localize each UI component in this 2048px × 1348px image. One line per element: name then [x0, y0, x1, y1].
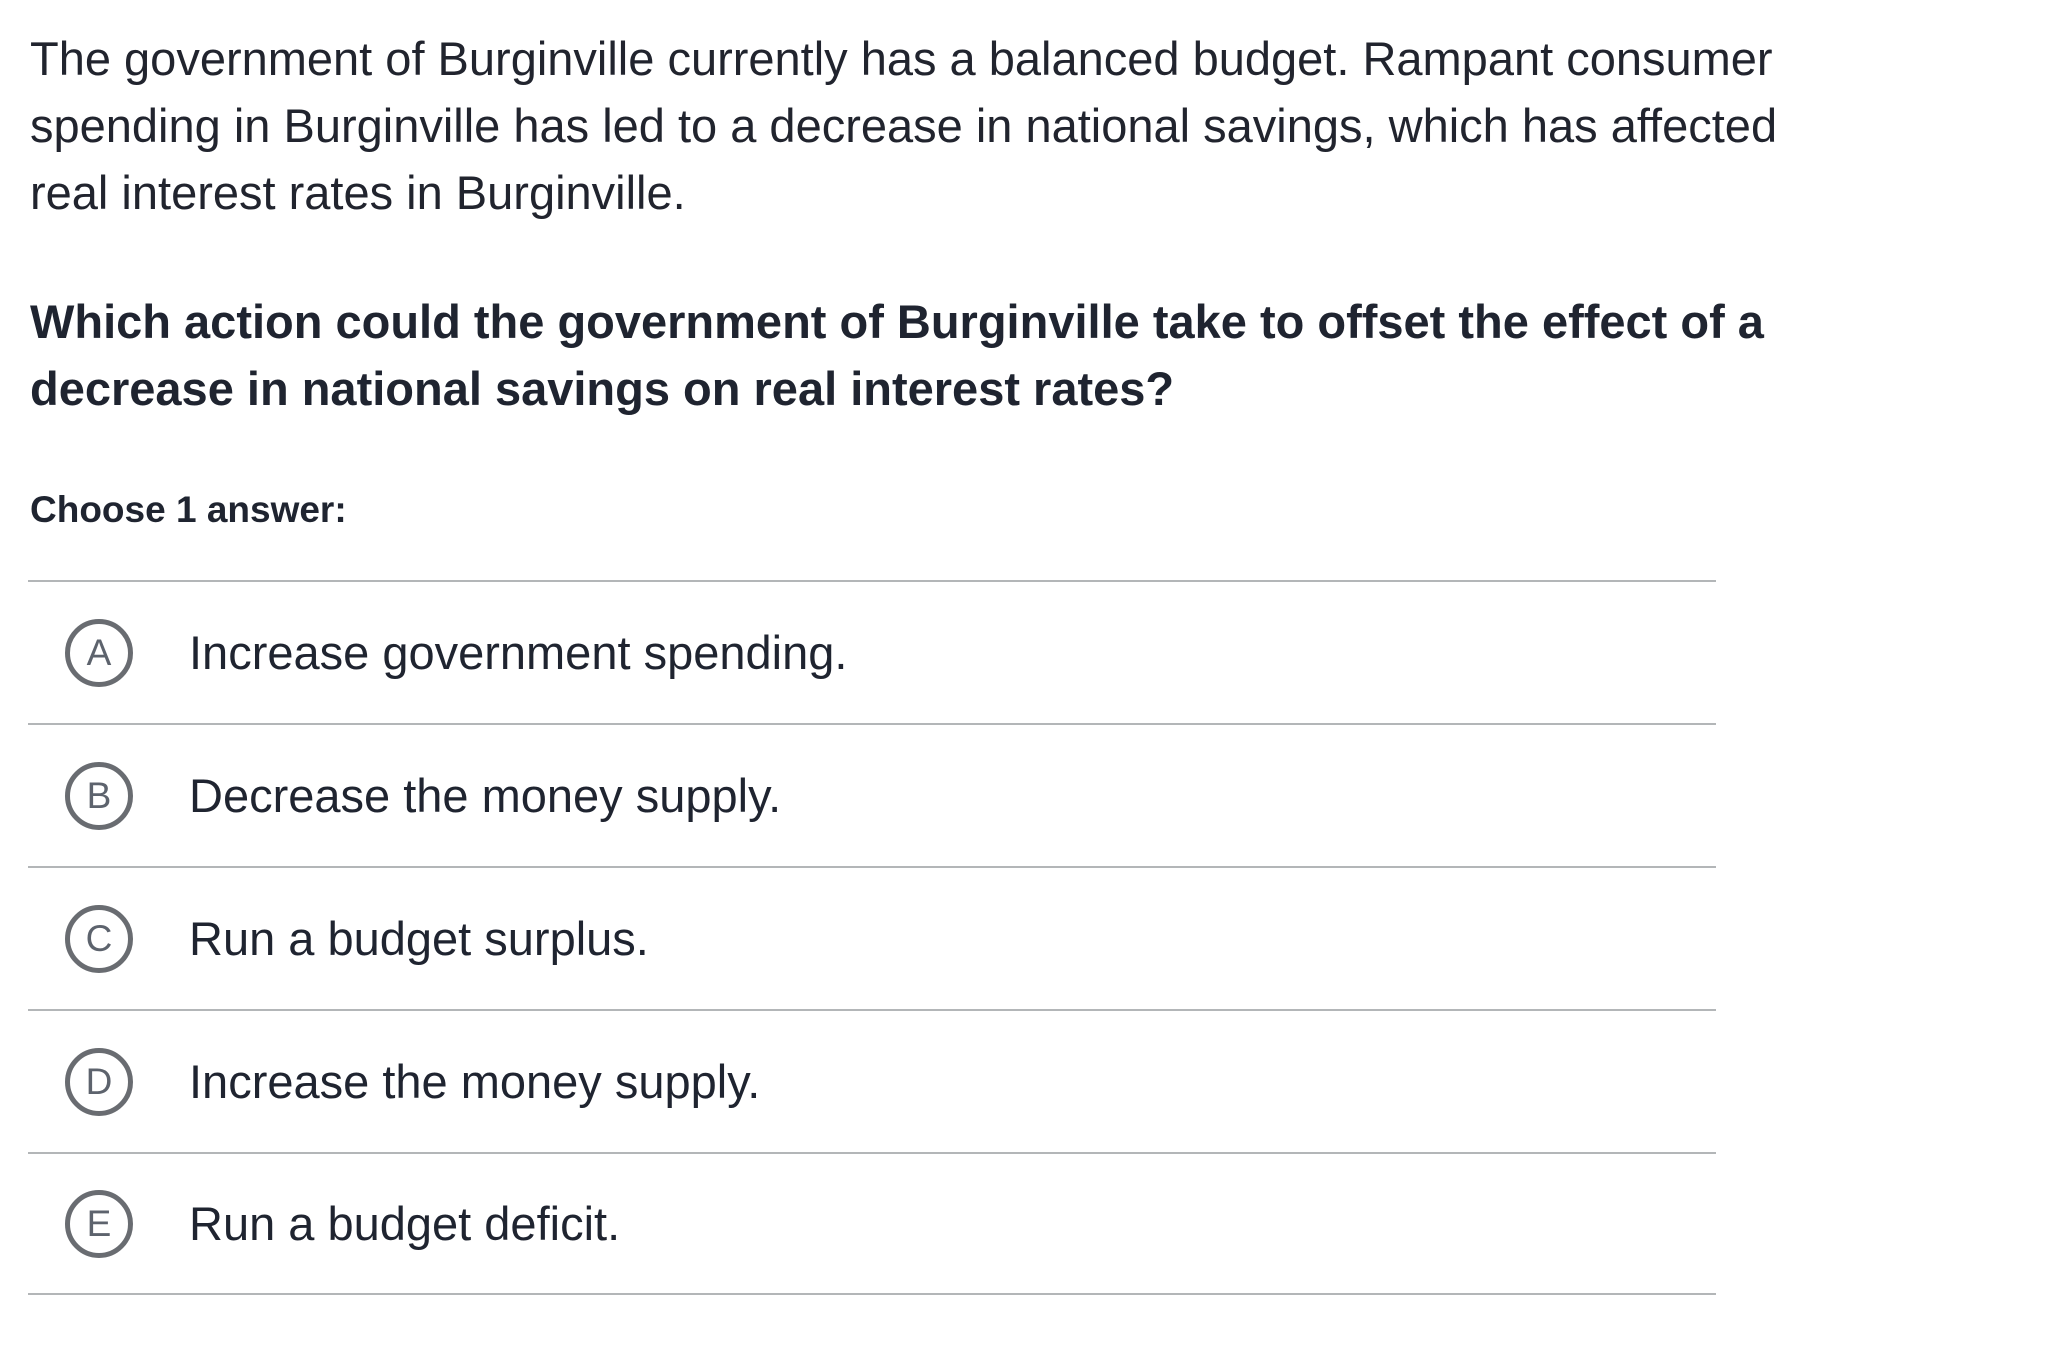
question-panel: The government of Burginville currently …: [28, 0, 1828, 1295]
choose-answer-label: Choose 1 answer:: [30, 489, 347, 530]
radio-letter-c: C: [85, 918, 113, 959]
answer-label-d: Increase the money supply.: [189, 1055, 761, 1108]
radio-button-e[interactable]: E: [65, 1189, 133, 1258]
answer-option-e[interactable]: E Run a budget deficit.: [28, 1152, 1716, 1295]
answer-label-c: Run a budget surplus.: [189, 912, 649, 965]
answer-option-a[interactable]: A Increase government spending.: [28, 580, 1716, 723]
radio-letter-b: B: [86, 775, 112, 816]
radio-button-d[interactable]: D: [65, 1047, 133, 1116]
answer-option-c[interactable]: C Run a budget surplus.: [28, 866, 1716, 1009]
question-prompt: Which action could the government of Bur…: [30, 295, 1764, 415]
question-context: The government of Burginville currently …: [30, 32, 1778, 219]
radio-button-a[interactable]: A: [65, 618, 133, 687]
radio-letter-a: A: [86, 632, 112, 673]
answer-option-b[interactable]: B Decrease the money supply.: [28, 723, 1716, 866]
radio-button-c[interactable]: C: [65, 904, 133, 973]
radio-letter-d: D: [85, 1061, 113, 1102]
answer-label-b: Decrease the money supply.: [189, 769, 782, 822]
radio-letter-e: E: [86, 1203, 112, 1244]
answer-option-d[interactable]: D Increase the money supply.: [28, 1009, 1716, 1152]
radio-button-b[interactable]: B: [65, 761, 133, 830]
answer-list: A Increase government spending. B Decrea…: [28, 580, 1716, 1295]
answer-label-e: Run a budget deficit.: [189, 1197, 621, 1250]
answer-label-a: Increase government spending.: [189, 626, 848, 679]
